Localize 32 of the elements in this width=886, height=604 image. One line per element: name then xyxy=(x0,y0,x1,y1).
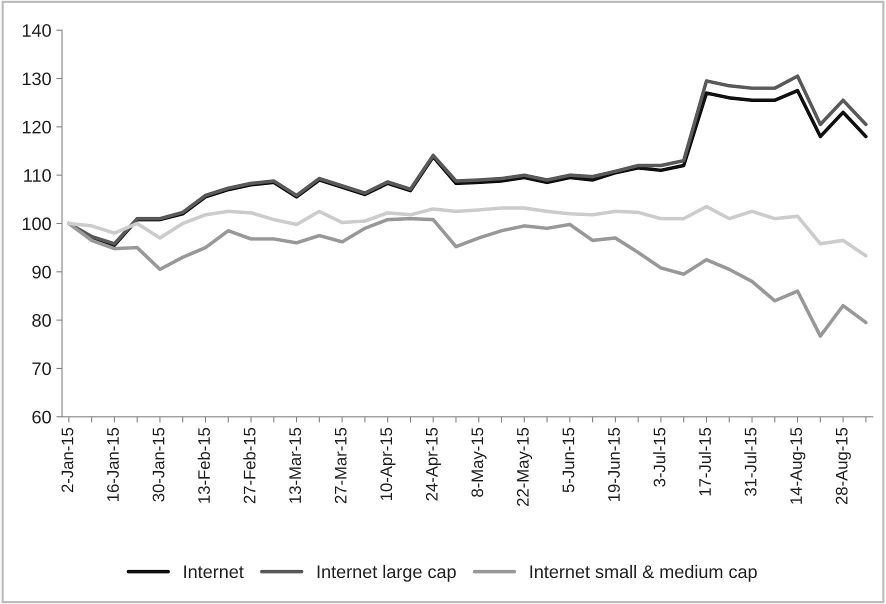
x-tick-label: 17-Jul-15 xyxy=(698,428,711,496)
line-series xyxy=(67,204,868,258)
x-tick-label: 2-Jan-15 xyxy=(62,428,74,492)
x-tick-label: 19-Jun-15 xyxy=(608,428,620,501)
y-tick-label: 120 xyxy=(22,120,51,134)
x-tick-label: 27-Feb-15 xyxy=(243,428,256,504)
line-series xyxy=(67,216,868,338)
y-tick-label: 140 xyxy=(22,24,51,37)
x-tick-label: 30-Jan-15 xyxy=(152,428,164,502)
legend-label: Internet small & medium cap xyxy=(530,564,757,582)
x-tick-label: 22-May-15 xyxy=(516,428,532,506)
x-tick-label: 10-Apr-15 xyxy=(380,428,396,500)
x-tick-label: 13-Feb-15 xyxy=(198,428,210,503)
y-tick-label: 110 xyxy=(24,169,51,182)
x-tick-label: 31-Jul-15 xyxy=(744,428,756,496)
x-tick-label: 27-Mar-15 xyxy=(334,428,347,504)
y-tick-label: 60 xyxy=(32,410,51,424)
legend-label: Internet large cap xyxy=(318,564,456,582)
x-tick-label: 8-May-15 xyxy=(471,428,487,497)
y-tick-label: 130 xyxy=(22,72,51,86)
x-tick-label: 13-Mar-15 xyxy=(289,428,302,503)
y-tick-label: 70 xyxy=(32,362,51,376)
y-tick-label: 100 xyxy=(22,217,51,230)
x-tick-label: 28-Aug-15 xyxy=(836,428,851,504)
legend-label: Internet xyxy=(184,566,244,578)
x-tick-label: 24-Apr-15 xyxy=(426,428,441,500)
y-tick-label: 90 xyxy=(32,266,51,279)
x-tick-label: 3-Jul-15 xyxy=(653,428,666,487)
x-tick-label: 14-Aug-15 xyxy=(790,428,806,504)
y-tick-label: 80 xyxy=(32,314,51,327)
x-tick-label: 5-Jun-15 xyxy=(562,428,574,492)
x-tick-label: 16-Jan-15 xyxy=(107,428,119,501)
